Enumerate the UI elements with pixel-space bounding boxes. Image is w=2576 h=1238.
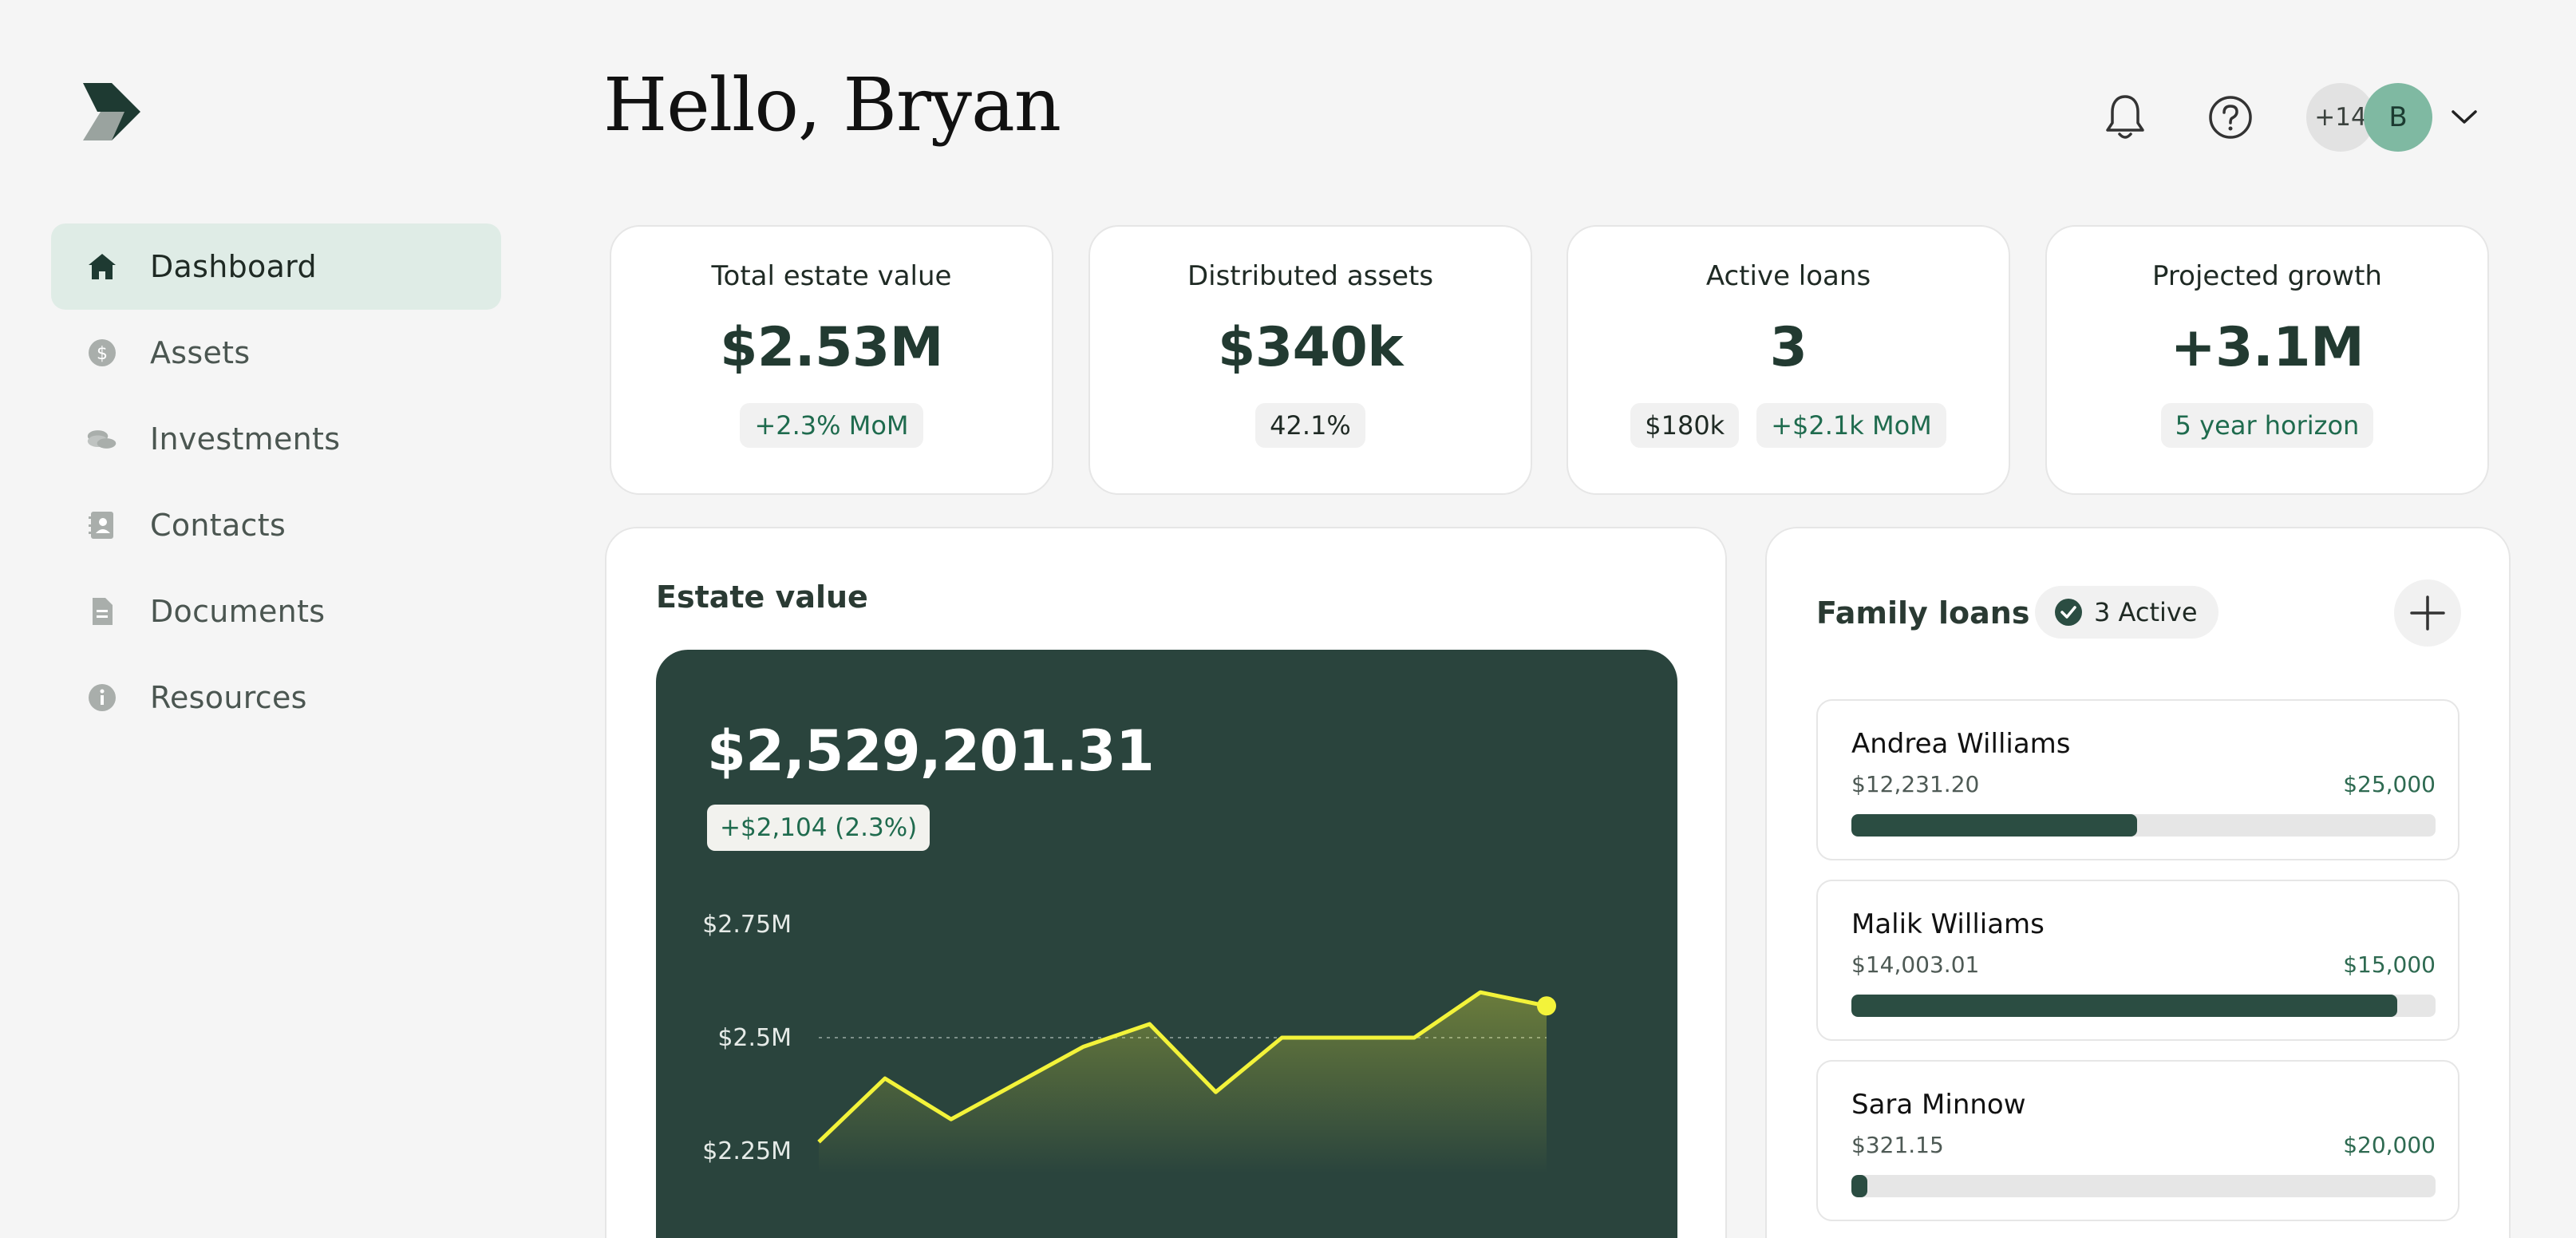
header-actions: +14 B — [2048, 83, 2480, 152]
latest-point[interactable] — [1537, 996, 1556, 1016]
stat-chip: +$2.1k MoM — [1756, 403, 1946, 448]
sidebar-item-contacts[interactable]: Contacts — [51, 482, 501, 568]
home-icon — [86, 251, 118, 283]
loan-progress-bar — [1851, 814, 2436, 837]
loan-amount-paid: $321.15 — [1851, 1132, 1944, 1158]
loan-progress-fill — [1851, 1175, 1868, 1197]
stat-title: Active loans — [1705, 260, 1871, 292]
loan-item[interactable]: Sara Minnow $321.15 $20,000 — [1816, 1060, 2459, 1221]
sidebar-item-label: Resources — [150, 680, 307, 715]
svg-text:$: $ — [97, 344, 108, 364]
loan-amount-total: $20,000 — [2343, 1132, 2436, 1158]
chevron-down-icon — [2452, 110, 2477, 124]
family-loans-card: Family loans 3 Active Andrea Williams $1… — [1765, 527, 2511, 1238]
loan-amount-paid: $12,231.20 — [1851, 771, 1980, 797]
stat-title: Distributed assets — [1187, 260, 1434, 292]
estate-line-chart: $2.75M$2.5M$2.25M$2M — [702, 911, 1556, 1174]
stat-chip: 5 year horizon — [2160, 403, 2374, 448]
loan-progress-fill — [1851, 995, 2397, 1017]
contact-book-icon — [86, 509, 118, 541]
loan-borrower-name: Andrea Williams — [1851, 728, 2071, 760]
sidebar-item-resources[interactable]: Resources — [51, 655, 501, 741]
estate-value-card: Estate value $2,529,201.31 +$2,104 (2.3%… — [605, 527, 1727, 1238]
series-line — [817, 990, 1547, 1144]
stat-title: Projected growth — [2152, 260, 2382, 292]
stat-value: 3 — [1769, 316, 1808, 379]
check-circle-icon — [2055, 599, 2082, 626]
loan-amount-total: $25,000 — [2343, 771, 2436, 797]
loan-progress-bar — [1851, 1175, 2436, 1197]
estate-total-value: $2,529,201.31 — [707, 718, 1155, 784]
document-icon — [86, 595, 118, 627]
info-icon — [86, 682, 118, 714]
estate-delta-badge: +$2,104 (2.3%) — [707, 805, 930, 851]
add-loan-button[interactable] — [2394, 579, 2461, 647]
estate-chart-panel: $2,529,201.31 +$2,104 (2.3%) $2.75M $2.5M… — [656, 650, 1677, 1238]
loan-progress-bar — [1851, 995, 2436, 1017]
stat-chip: 42.1% — [1255, 403, 1365, 448]
loan-borrower-name: Sara Minnow — [1851, 1089, 2026, 1121]
avatar-group[interactable]: +14 B — [2306, 83, 2480, 152]
help-button[interactable] — [2203, 89, 2258, 145]
bell-icon — [2106, 95, 2144, 139]
sidebar-item-label: Documents — [150, 594, 326, 629]
y-tick-label: $2.5M — [717, 1024, 792, 1052]
stat-card-projected-growth: Projected growth +3.1M 5 year horizon — [2045, 225, 2489, 495]
loan-progress-fill — [1851, 814, 2137, 837]
sidebar-item-investments[interactable]: Investments — [51, 396, 501, 482]
plus-icon — [2410, 595, 2445, 631]
coins-icon — [86, 423, 118, 455]
loan-item[interactable]: Andrea Williams $12,231.20 $25,000 — [1816, 699, 2459, 860]
card-title: Family loans — [1816, 595, 2030, 631]
sidebar-item-dashboard[interactable]: Dashboard — [51, 223, 501, 310]
stat-title: Total estate value — [711, 260, 952, 292]
stat-chip: +2.3% MoM — [740, 403, 923, 448]
stat-card-active-loans: Active loans 3 $180k +$2.1k MoM — [1567, 225, 2010, 495]
avatar-more-count[interactable]: +14 — [2306, 83, 2375, 152]
stat-value: $340k — [1218, 316, 1403, 379]
loan-amount-total: $15,000 — [2343, 951, 2436, 978]
stat-chip: $180k — [1630, 403, 1740, 448]
y-tick-label: $2.75M — [702, 911, 792, 939]
loan-borrower-name: Malik Williams — [1851, 908, 2045, 940]
sidebar-nav: Dashboard $ Assets Investments Contacts … — [51, 223, 501, 741]
notifications-button[interactable] — [2097, 89, 2153, 145]
page-title: Hello, Bryan — [603, 62, 1061, 148]
sidebar-item-assets[interactable]: $ Assets — [51, 310, 501, 396]
stat-value: +3.1M — [2170, 316, 2365, 379]
card-title: Estate value — [656, 579, 868, 615]
y-tick-label: $2.25M — [702, 1137, 792, 1165]
arrow-logo-icon — [69, 83, 140, 140]
help-icon — [2209, 96, 2252, 139]
loan-amount-paid: $14,003.01 — [1851, 951, 1980, 978]
stat-card-total-estate: Total estate value $2.53M +2.3% MoM — [610, 225, 1053, 495]
sidebar-item-label: Investments — [150, 421, 341, 457]
account-menu-toggle[interactable] — [2448, 101, 2480, 133]
dollar-coin-icon: $ — [86, 337, 118, 369]
active-loans-badge: 3 Active — [2035, 586, 2218, 639]
sidebar-item-label: Contacts — [150, 508, 286, 543]
active-loans-label: 3 Active — [2094, 597, 2198, 627]
sidebar-item-label: Assets — [150, 335, 251, 370]
avatar[interactable]: B — [2364, 83, 2432, 152]
stat-value: $2.53M — [720, 316, 943, 379]
stat-card-distributed-assets: Distributed assets $340k 42.1% — [1088, 225, 1532, 495]
app-logo[interactable] — [69, 83, 140, 140]
sidebar-item-documents[interactable]: Documents — [51, 568, 501, 655]
loan-item[interactable]: Malik Williams $14,003.01 $15,000 — [1816, 880, 2459, 1041]
sidebar-item-label: Dashboard — [150, 249, 317, 284]
